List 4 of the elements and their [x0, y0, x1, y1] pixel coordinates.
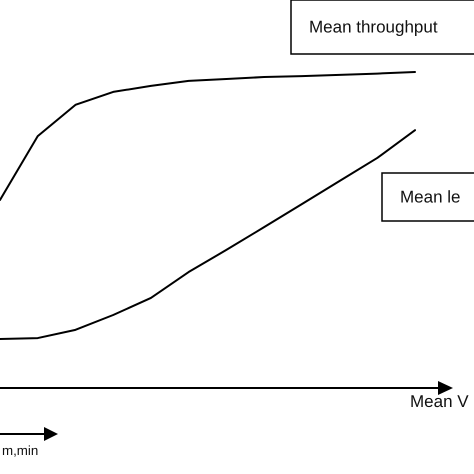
text: Mean le [400, 188, 460, 206]
text: m,min [2, 443, 38, 458]
x-axis-title: Mean V [410, 392, 470, 411]
text: Mean throughput [309, 18, 438, 36]
